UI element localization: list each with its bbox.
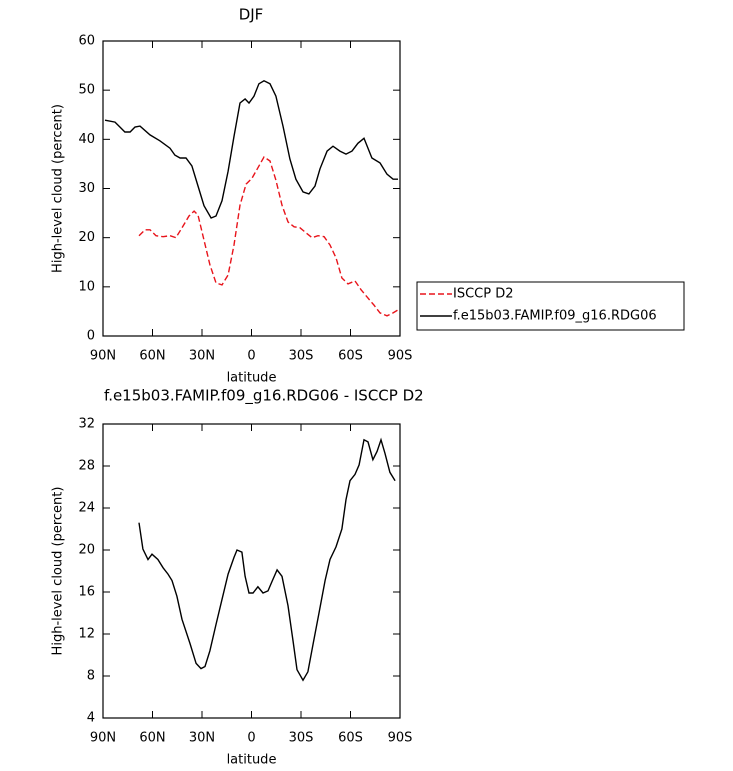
x-tick-label: 90N (90, 731, 116, 746)
y-tick-label: 40 (78, 132, 95, 147)
y-tick-label: 24 (78, 501, 95, 516)
x-tick-label: 90S (388, 349, 413, 364)
y-tick-label: 20 (78, 230, 95, 245)
x-tick-label: 30N (189, 731, 215, 746)
y-tick-label: 16 (78, 585, 95, 600)
y-tick-label: 30 (78, 181, 95, 196)
y-axis-label: High-level cloud (percent) (51, 104, 66, 273)
plot-frame (102, 423, 401, 719)
series-line (138, 437, 396, 682)
x-tick-label: 90S (388, 731, 413, 746)
chart-title: DJF (239, 6, 264, 24)
x-axis-label: latitude (227, 371, 277, 386)
y-tick-label: 50 (78, 83, 95, 98)
y-tick-label: 4 (87, 711, 95, 726)
y-tick-label: 8 (87, 669, 95, 684)
y-tick-label: 32 (78, 417, 95, 432)
y-tick-label: 0 (87, 329, 95, 344)
series-line (104, 80, 398, 219)
y-tick-label: 20 (78, 543, 95, 558)
x-tick-label: 30S (289, 731, 314, 746)
y-tick-label: 10 (78, 279, 95, 294)
x-tick-label: 90N (90, 349, 116, 364)
x-tick-label: 30S (289, 349, 314, 364)
y-tick-label: 28 (78, 459, 95, 474)
y-axis-label: High-level cloud (percent) (51, 487, 66, 656)
y-tick-label: 12 (78, 627, 95, 642)
x-tick-label: 60S (338, 731, 363, 746)
plot-frame (102, 40, 401, 337)
y-tick-label: 60 (78, 34, 95, 49)
x-tick-label: 30N (189, 349, 215, 364)
x-tick-label: 60N (139, 731, 165, 746)
x-axis-label: latitude (227, 753, 277, 768)
chart-title: f.e15b03.FAMIP.f09_g16.RDG06 - ISCCP D2 (104, 387, 424, 406)
legend-box (416, 281, 685, 331)
legend-label: f.e15b03.FAMIP.f09_g16.RDG06 (453, 309, 657, 324)
x-tick-label: 0 (247, 349, 255, 364)
x-tick-label: 60N (139, 349, 165, 364)
series-line (138, 155, 399, 317)
x-tick-label: 60S (338, 349, 363, 364)
legend-label: ISCCP D2 (453, 287, 514, 302)
x-tick-label: 0 (247, 731, 255, 746)
